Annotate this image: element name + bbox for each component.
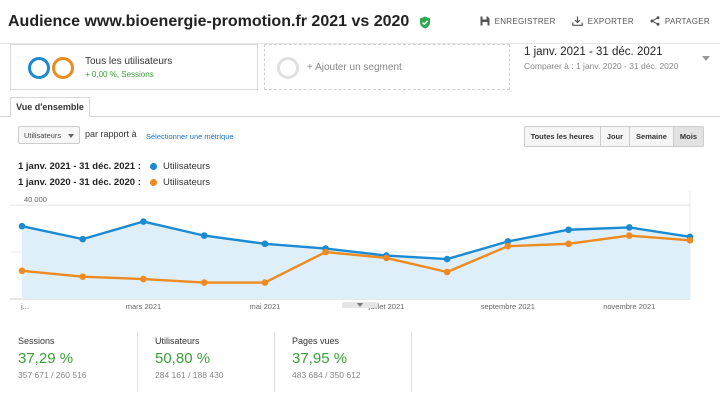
- stat-raw: 284 161 / 188 430: [155, 370, 224, 380]
- save-button[interactable]: ENREGISTRER: [480, 16, 556, 26]
- stat-raw: 483 684 / 350 612: [292, 370, 361, 380]
- series-area-2021: [22, 221, 690, 299]
- granularity-hourly-button[interactable]: Toutes les heures: [524, 127, 601, 146]
- y-tick-label: 40 000: [24, 195, 47, 204]
- legend-range: 1 janv. 2020 - 31 déc. 2020 :: [18, 176, 141, 188]
- empty-segment-icon: [277, 57, 299, 79]
- data-point-2020: [443, 268, 451, 276]
- data-point-2021: [565, 226, 572, 234]
- data-point-2020: [79, 273, 87, 280]
- legend-range: 1 janv. 2021 - 31 déc. 2021 :: [18, 160, 141, 172]
- chevron-down-icon: [357, 303, 363, 307]
- legend-row-2020: 1 janv. 2020 - 31 déc. 2020 : Utilisateu…: [18, 174, 210, 190]
- stat-percent: 37,95 %: [292, 350, 348, 367]
- header-actions: ENREGISTRER EXPORTER PARTAGER: [480, 16, 710, 26]
- data-point-2021: [443, 255, 451, 263]
- stat-sessions[interactable]: Sessions 37,29 % 357 671 / 260 516: [10, 332, 138, 392]
- data-point-2021: [18, 222, 26, 230]
- x-tick-label: mai 2021: [249, 302, 280, 310]
- report-header: Audience www.bioenergie-promotion.fr 202…: [0, 0, 720, 44]
- legend-dot-orange: [150, 178, 157, 186]
- data-point-2020: [322, 248, 329, 256]
- legend-metric: Utilisateurs: [163, 160, 210, 172]
- stat-users[interactable]: Utilisateurs 50,80 % 284 161 / 188 430: [147, 332, 275, 392]
- x-tick-label: juillet 2021: [367, 302, 404, 310]
- granularity-buttons: Toutes les heures Jour Semaine Mois: [523, 126, 704, 147]
- legend-row-2021: 1 janv. 2021 - 31 déc. 2021 : Utilisateu…: [18, 158, 210, 174]
- export-label: EXPORTER: [587, 16, 634, 26]
- segment-label: Tous les utilisateurs: [85, 56, 173, 67]
- data-point-2021: [140, 218, 147, 225]
- stat-name: Utilisateurs: [155, 336, 200, 346]
- share-label: PARTAGER: [664, 16, 710, 26]
- stat-percent: 37,29 %: [18, 350, 74, 367]
- summary-stats: Sessions 37,29 % 357 671 / 260 516 Utili…: [10, 332, 710, 392]
- verified-shield-icon: [419, 16, 431, 34]
- vs-label: par rapport à: [85, 129, 137, 139]
- save-label: ENREGISTRER: [494, 16, 556, 26]
- chart-legend: 1 janv. 2021 - 31 déc. 2021 : Utilisateu…: [18, 158, 210, 190]
- data-point-2021: [261, 240, 269, 248]
- metric-select-value: Utilisateurs: [24, 131, 62, 140]
- tab-divider: [0, 116, 720, 117]
- date-range-compare: Comparer à : 1 janv. 2020 - 31 déc. 2020: [524, 61, 679, 71]
- data-point-2020: [504, 242, 512, 250]
- share-button[interactable]: PARTAGER: [650, 16, 710, 26]
- add-segment-button[interactable]: + Ajouter un segment: [264, 44, 510, 90]
- report-title-text: Audience www.bioenergie-promotion.fr 202…: [8, 13, 410, 30]
- date-range-main: 1 janv. 2021 - 31 déc. 2021: [524, 46, 663, 58]
- download-icon: [571, 16, 583, 26]
- x-tick-label: novembre 2021: [603, 302, 655, 310]
- granularity-month-button[interactable]: Mois: [673, 127, 703, 146]
- save-icon: [480, 16, 490, 26]
- data-point-2020: [565, 240, 572, 248]
- data-point-2020: [625, 232, 633, 239]
- data-point-2021: [79, 235, 87, 243]
- data-point-2021: [625, 224, 633, 231]
- chart-collapse-handle[interactable]: [342, 302, 378, 308]
- select-metric-link[interactable]: Sélectionner une métrique: [146, 132, 234, 141]
- data-point-2020: [18, 267, 26, 275]
- data-point-2020: [140, 275, 147, 283]
- stat-percent: 50,80 %: [155, 350, 211, 367]
- chevron-down-icon: [68, 134, 74, 138]
- x-tick-label: septembre 2021: [481, 302, 535, 310]
- data-point-2020: [261, 279, 269, 286]
- x-tick-label: mars 2021: [126, 302, 161, 310]
- series-line-2021: [21, 220, 691, 261]
- granularity-day-button[interactable]: Jour: [600, 127, 631, 146]
- stat-pageviews[interactable]: Pages vues 37,95 % 483 684 / 350 612: [284, 332, 412, 392]
- data-point-2020: [383, 254, 390, 262]
- stat-name: Pages vues: [292, 336, 340, 346]
- stat-name: Sessions: [18, 336, 55, 346]
- segment-sessions-delta: + 0,00 %, Sessions: [85, 70, 154, 79]
- export-button[interactable]: EXPORTER: [571, 16, 634, 26]
- segment-circles-icon: [27, 56, 79, 85]
- add-segment-label: + Ajouter un segment: [307, 62, 402, 73]
- legend-dot-blue: [150, 162, 157, 170]
- report-title: Audience www.bioenergie-promotion.fr 202…: [8, 13, 431, 34]
- data-point-2020: [200, 279, 208, 286]
- data-point-2020: [686, 237, 694, 244]
- share-icon: [650, 16, 660, 26]
- segment-card[interactable]: Tous les utilisateurs + 0,00 %, Sessions: [10, 44, 258, 90]
- data-point-2021: [200, 232, 208, 239]
- chevron-down-icon: [702, 56, 710, 61]
- series-line-2020: [21, 234, 691, 284]
- data-point-2021: [504, 238, 512, 245]
- granularity-week-button[interactable]: Semaine: [630, 127, 674, 146]
- stat-raw: 357 671 / 260 516: [18, 370, 87, 380]
- metric-select[interactable]: Utilisateurs: [18, 126, 80, 144]
- legend-metric: Utilisateurs: [163, 176, 210, 188]
- x-tick-label: j...: [20, 302, 29, 310]
- date-range-picker[interactable]: 1 janv. 2021 - 31 déc. 2021 Comparer à :…: [524, 46, 710, 71]
- tab-overview[interactable]: Vue d'ensemble: [10, 97, 90, 117]
